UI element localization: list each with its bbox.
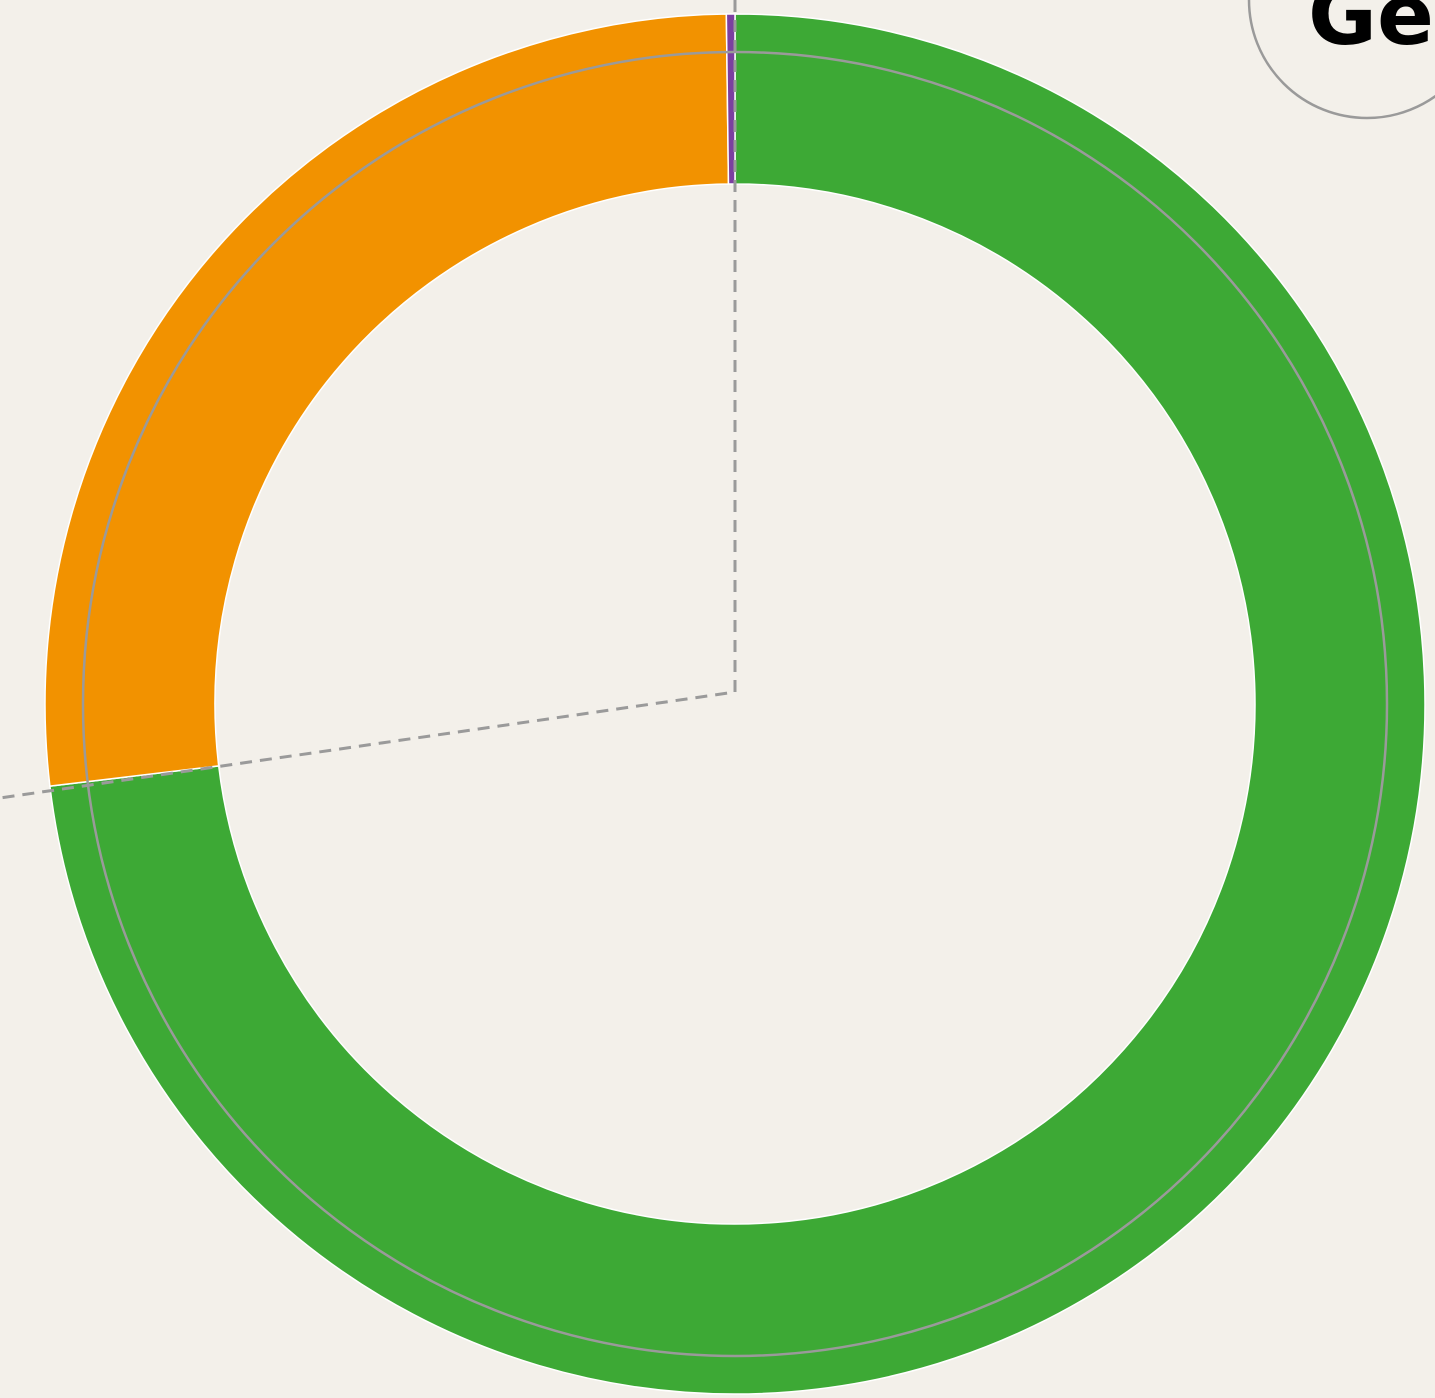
donut-segment <box>44 13 730 788</box>
angle-guide <box>0 0 737 800</box>
donut <box>44 13 1426 1395</box>
badge-text: Ge <box>1308 0 1434 64</box>
donut-segment <box>49 13 1426 1395</box>
donut-segment <box>725 13 736 185</box>
badge-circle <box>1247 0 1435 120</box>
